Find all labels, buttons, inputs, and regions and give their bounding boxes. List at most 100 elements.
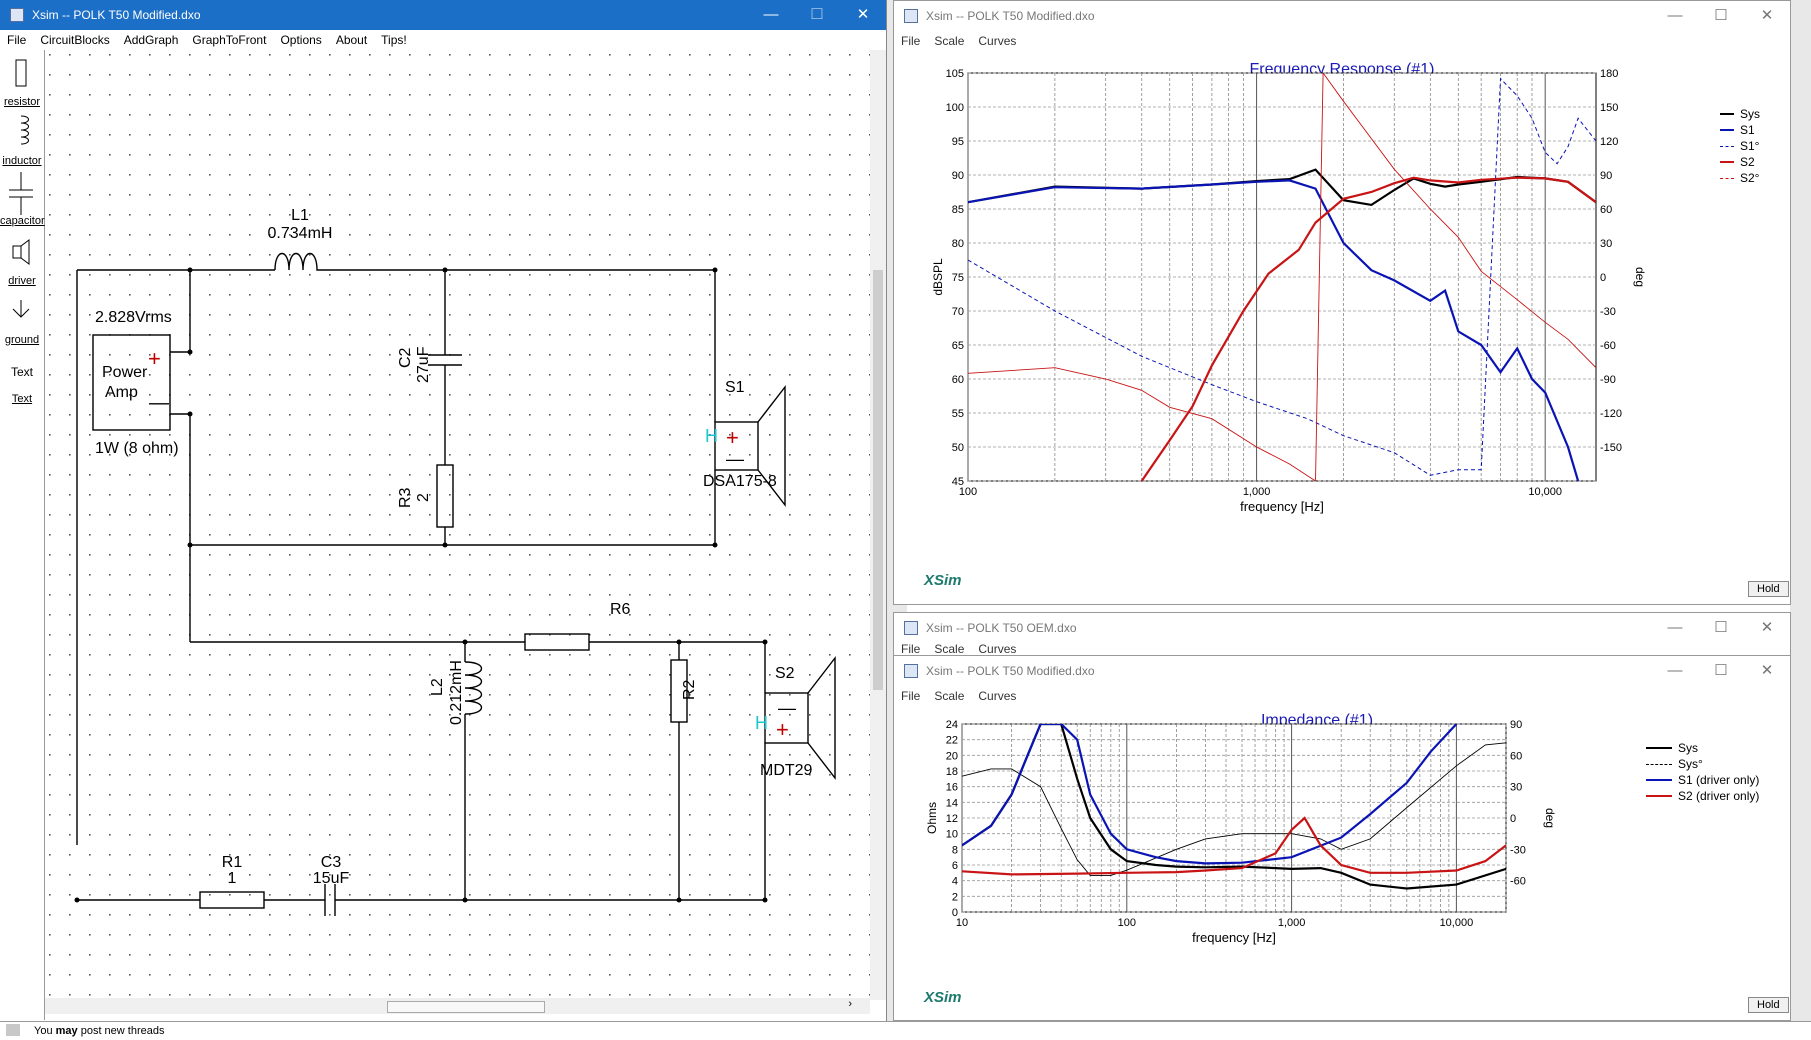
- x-axis-label: frequency [Hz]: [1240, 499, 1324, 514]
- C3-name: C3: [321, 854, 342, 871]
- s2-plus-icon: +: [776, 717, 789, 742]
- y-tick-label: 70: [952, 306, 964, 318]
- oem-menubar: File Scale Curves: [894, 641, 1790, 657]
- hold-button[interactable]: Hold: [1748, 581, 1789, 597]
- resistor-icon[interactable]: [15, 59, 27, 87]
- oem_window-menu-curves[interactable]: Curves: [978, 642, 1017, 656]
- freq-window: Xsim -- POLK T50 Modified.dxo — ☐ ✕ File…: [893, 0, 1791, 605]
- s2-minus-icon: —: [778, 698, 796, 718]
- power-amp-block[interactable]: [92, 334, 171, 431]
- series-line-s2-: [968, 73, 1596, 481]
- tool-text-icon[interactable]: Text: [10, 365, 33, 379]
- capacitor-icon[interactable]: [9, 172, 33, 215]
- inductor-icon[interactable]: [20, 115, 29, 145]
- y-tick-label: 65: [952, 340, 964, 352]
- ground-icon[interactable]: [12, 300, 30, 318]
- y2-tick-label: 60: [1600, 204, 1612, 216]
- schematic-menu-tips[interactable]: Tips!: [381, 33, 407, 47]
- close-icon[interactable]: ✕: [1760, 7, 1774, 24]
- close-icon[interactable]: ✕: [1760, 662, 1774, 679]
- x-tick-label: 100: [959, 486, 977, 498]
- tool-resistor[interactable]: resistor: [3, 96, 41, 108]
- tool-text[interactable]: Text: [11, 393, 33, 405]
- legend-s2: S2: [1720, 154, 1760, 170]
- hold-button[interactable]: Hold: [1748, 997, 1789, 1013]
- y2-tick-label: 0: [1510, 813, 1516, 825]
- y-tick-label: 90: [952, 170, 964, 182]
- schematic-menu-graphtofront[interactable]: GraphToFront: [192, 33, 267, 47]
- y-tick-label: 45: [952, 476, 964, 488]
- freq_window-menu-file[interactable]: File: [901, 34, 921, 48]
- schematic-menu-options[interactable]: Options: [280, 33, 322, 47]
- oem_window-menu-file[interactable]: File: [901, 642, 921, 656]
- frequency-response-chart: 45 50 55 60 65 70 75 80 85 90 95 100 105 -150 -120 -90 -…: [931, 68, 1647, 514]
- series-line-s2: [1140, 176, 1596, 481]
- R6-name: R6: [610, 601, 631, 618]
- S1-name: S1: [725, 379, 745, 396]
- schematic-menu-file[interactable]: File: [7, 33, 27, 47]
- y2-axis-label: deg: [1543, 808, 1557, 828]
- minimize-icon[interactable]: —: [1667, 662, 1683, 679]
- freq-legend: Sys S1 S1° S2 S2°: [1720, 106, 1760, 186]
- imp-legend: Sys Sys° S1 (driver only) S2 (driver onl…: [1646, 740, 1759, 804]
- schematic-menu-circuitblocks[interactable]: CircuitBlocks: [40, 33, 110, 47]
- series-line-s1: [968, 179, 1580, 481]
- x-tick-label: 100: [1118, 917, 1136, 929]
- grid-lines: [961, 723, 1507, 913]
- y2-tick-label: 120: [1600, 136, 1618, 148]
- y-tick-label: 14: [946, 797, 958, 809]
- horizontal-scrollbar[interactable]: ›: [45, 998, 870, 1014]
- close-icon[interactable]: ✕: [856, 6, 870, 23]
- freq_window-menu-curves[interactable]: Curves: [978, 34, 1017, 48]
- R1-value: 1: [228, 870, 237, 887]
- driver-S1[interactable]: [714, 421, 759, 471]
- legend-s2-phase: S2°: [1720, 170, 1760, 186]
- status-strip: You may post new threads: [0, 1021, 1811, 1040]
- y-tick-label: 85: [952, 204, 964, 216]
- imp_window-menu-scale[interactable]: Scale: [934, 689, 965, 703]
- series-group: [968, 73, 1596, 481]
- minimize-icon[interactable]: —: [763, 6, 779, 23]
- minimize-icon[interactable]: —: [1667, 619, 1683, 636]
- driver-icon[interactable]: [12, 239, 30, 265]
- maximize-icon[interactable]: ☐: [1714, 619, 1728, 636]
- close-icon[interactable]: ✕: [1760, 619, 1774, 636]
- vertical-scrollbar[interactable]: [870, 50, 886, 1000]
- oem-titlebar[interactable]: Xsim -- POLK T50 OEM.dxo — ☐ ✕: [894, 613, 1790, 643]
- freq-titlebar[interactable]: Xsim -- POLK T50 Modified.dxo — ☐ ✕: [894, 1, 1790, 31]
- schematic-titlebar[interactable]: Xsim -- POLK T50 Modified.dxo — ☐ ✕: [0, 0, 886, 30]
- schematic-menu-about[interactable]: About: [335, 33, 368, 47]
- schematic-menu-addgraph[interactable]: AddGraph: [123, 33, 179, 47]
- y-tick-label: 105: [946, 68, 964, 80]
- inductor-L2[interactable]: [464, 661, 483, 715]
- freq_window-menu-scale[interactable]: Scale: [934, 34, 965, 48]
- tool-ground[interactable]: ground: [4, 334, 40, 346]
- minimize-icon[interactable]: —: [1667, 7, 1683, 24]
- y-tick-label: 0: [952, 907, 958, 919]
- y-tick-label: 12: [946, 813, 958, 825]
- oem_window-menu-scale[interactable]: Scale: [934, 642, 965, 656]
- L1-value: 0.734mH: [268, 225, 333, 242]
- schematic-canvas[interactable]: + — + — H — + H L1 0.734mH C2 27uF R3 2 …: [45, 50, 870, 1012]
- amp-voltage: 2.828Vrms: [95, 309, 172, 326]
- tool-driver[interactable]: driver: [8, 275, 36, 287]
- driver-S2[interactable]: [764, 692, 809, 744]
- y-tick-label: 60: [952, 374, 964, 386]
- vertical-scroll-thumb[interactable]: [873, 270, 883, 690]
- imp_window-menu-file[interactable]: File: [901, 689, 921, 703]
- tool-inductor[interactable]: inductor: [2, 155, 42, 167]
- C3-value: 15uF: [313, 870, 350, 887]
- maximize-icon[interactable]: ☐: [1714, 662, 1728, 679]
- horizontal-scroll-thumb[interactable]: [387, 1001, 545, 1013]
- imp_window-menu-curves[interactable]: Curves: [978, 689, 1017, 703]
- y-tick-label: 50: [952, 442, 964, 454]
- tool-capacitor[interactable]: capacitor: [0, 215, 45, 227]
- maximize-icon[interactable]: ☐: [810, 6, 824, 23]
- inductor-L1[interactable]: [274, 252, 325, 271]
- maximize-icon[interactable]: ☐: [1714, 7, 1728, 24]
- y2-tick-label: 0: [1600, 272, 1606, 284]
- y-tick-label: 18: [946, 766, 958, 778]
- scroll-right-icon[interactable]: ›: [848, 998, 852, 1010]
- imp-titlebar[interactable]: Xsim -- POLK T50 Modified.dxo — ☐ ✕: [894, 656, 1790, 686]
- y2-tick-label: 90: [1510, 719, 1522, 731]
